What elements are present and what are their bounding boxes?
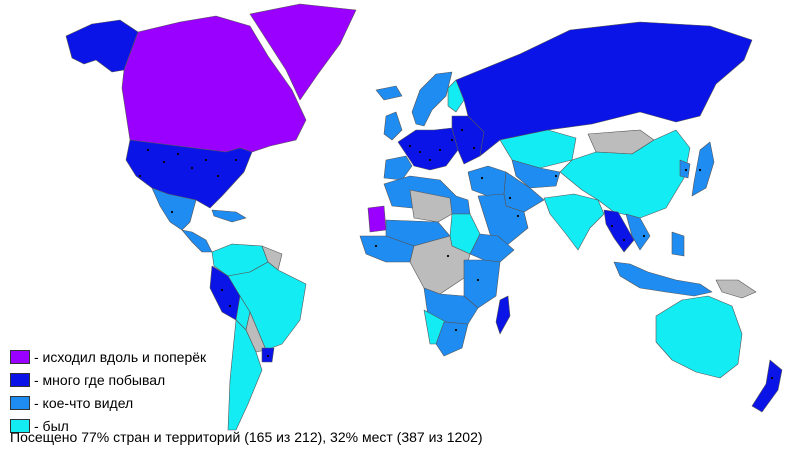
place-dot [266,354,270,358]
place-dot [228,304,232,308]
legend-swatch [10,373,30,387]
place-dot [554,174,558,178]
region-madagascar [495,295,511,335]
region-new-zealand [751,359,783,413]
place-dot [454,328,458,332]
place-dot [170,210,174,214]
legend-swatch [10,396,30,410]
legend-label: - исходил вдоль и поперёк [34,349,207,365]
place-dot [234,158,238,162]
region-central-asia [511,159,561,189]
region-malaysia-indonesia [613,261,713,297]
legend-item-level-3: - кое-что видел [10,394,370,417]
region-great-britain [383,111,403,141]
visit-statistics: Посещено 77% стран и территорий (165 из … [10,429,483,445]
legend-swatch [10,350,30,364]
place-dot [684,168,688,172]
place-dot [698,168,702,172]
region-iberia [383,155,413,181]
region-south-asia [543,193,605,251]
region-western-europe [397,127,459,171]
region-indochina [625,213,651,251]
visited-places-dots [138,128,774,380]
place-dot [428,158,432,162]
legend-label: - был [34,418,69,434]
place-dot [418,150,422,154]
place-dot [138,174,142,178]
region-china [559,129,691,219]
legend-item-level-2: - много где побывал [10,371,370,394]
place-dot [460,128,464,132]
place-dot [408,144,412,148]
region-finland [447,79,465,113]
place-dot [146,148,150,152]
place-dot [610,224,614,228]
legend-swatch [10,419,30,433]
region-argentina-chile [227,319,263,431]
place-dot [446,254,450,258]
place-dot [480,176,484,180]
place-dot [176,152,180,156]
region-mexico [151,187,197,231]
region-algeria-libya [409,189,453,223]
region-philippines [671,231,685,257]
region-canada [121,15,307,153]
region-russia [455,21,753,157]
place-dot [374,244,378,248]
place-dot [642,234,646,238]
place-dot [770,376,774,380]
region-australia [655,295,743,379]
place-dot [508,196,512,200]
place-dot [472,146,476,150]
place-dot [438,148,442,152]
region-caribbean [211,209,247,223]
region-new-guinea [715,279,757,299]
place-dot [516,214,520,218]
place-dot [476,278,480,282]
place-dot [220,288,224,292]
place-dot [190,166,194,170]
place-dot [450,138,454,142]
region-scandinavia [411,71,453,127]
place-dot [204,158,208,162]
region-korea [679,159,691,179]
place-dot [216,174,220,178]
legend-label: - много где побывал [34,372,166,388]
region-myanmar-thailand [603,209,635,253]
region-alaska [65,19,139,73]
region-mauritania [367,205,387,233]
region-iceland [375,85,403,101]
legend-item-level-1: - исходил вдоль и поперёк [10,348,370,371]
place-dot [622,238,626,242]
region-usa [125,139,253,209]
legend-item-level-4: - был [10,417,370,440]
legend: - исходил вдоль и поперёк - много где по… [10,348,370,440]
place-dot [162,160,166,164]
region-south-africa [435,321,469,357]
legend-label: - кое-что видел [34,395,134,411]
region-greenland [249,3,357,101]
region-japan [691,141,715,197]
